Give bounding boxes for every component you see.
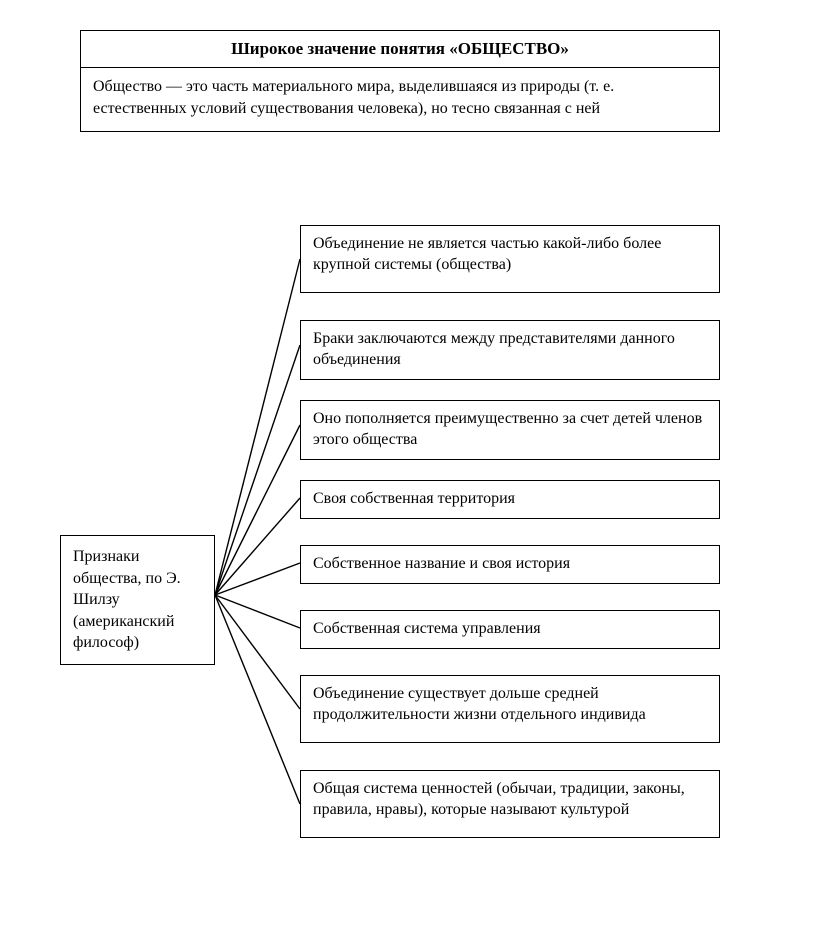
tree-leaf-label: Браки заключаются между представителями … [313,330,675,368]
tree-leaf-label: Общая система ценностей (обычаи, традици… [313,780,685,818]
tree-leaf: Объединение существует дольше средней пр… [300,675,720,743]
tree-leaf: Объединение не является частью какой-либ… [300,225,720,293]
tree-root-label: Признаки общества, по Э. Шилзу (американ… [73,548,181,651]
tree-leaf: Общая система ценностей (обычаи, традици… [300,770,720,838]
tree-leaf-label: Собственная система управления [313,620,541,637]
tree-leaf: Своя собственная территория [300,480,720,519]
tree-leaf: Собственное название и своя история [300,545,720,584]
definition-title: Широкое значение понятия «ОБЩЕСТВО» [81,31,719,68]
tree-leaf: Оно пополняется преимущественно за счет … [300,400,720,460]
tree-leaf-label: Своя собственная территория [313,490,515,507]
tree-root: Признаки общества, по Э. Шилзу (американ… [60,535,215,665]
tree-leaf-label: Объединение не является частью какой-либ… [313,235,661,273]
tree-leaf-label: Оно пополняется преимущественно за счет … [313,410,702,448]
tree-leaf: Собственная система управления [300,610,720,649]
tree-leaf: Браки заключаются между представителями … [300,320,720,380]
tree-leaf-label: Собственное название и своя история [313,555,570,572]
definition-body: Общество — это часть материального мира,… [81,68,719,131]
tree-leaf-label: Объединение существует дольше средней пр… [313,685,646,723]
definition-box: Широкое значение понятия «ОБЩЕСТВО» Обще… [80,30,720,132]
